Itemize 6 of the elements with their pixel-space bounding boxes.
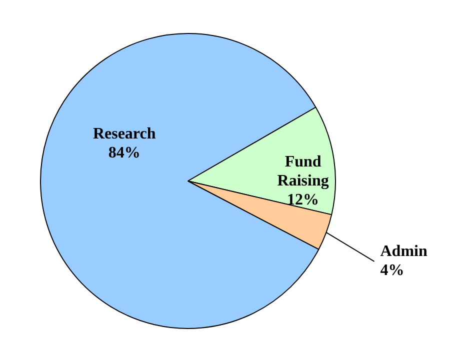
slice-label: Admin bbox=[380, 243, 428, 260]
slice-label: Research bbox=[92, 125, 156, 142]
slice-label: Fund Raising bbox=[277, 154, 329, 190]
data-label: 84% bbox=[108, 144, 140, 162]
data-label: 12% bbox=[287, 192, 320, 209]
data-label: 4% bbox=[380, 262, 404, 280]
